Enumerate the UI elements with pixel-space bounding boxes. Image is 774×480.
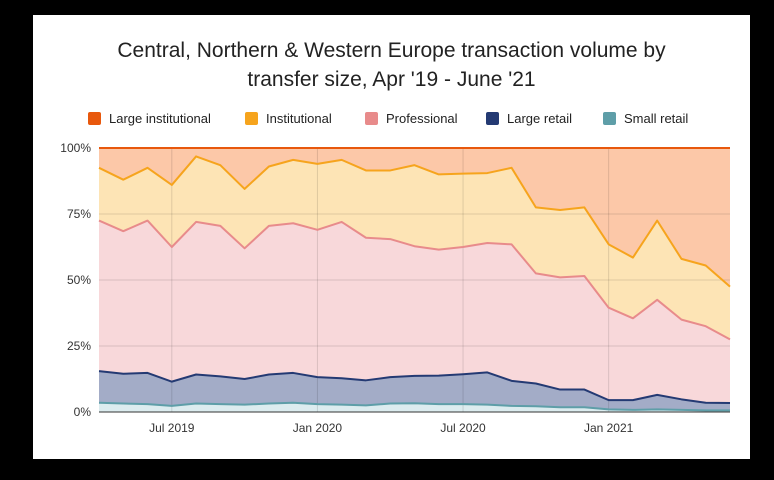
legend-swatch-small-retail: [603, 111, 616, 125]
y-tick-label: 100%: [60, 141, 91, 155]
area-band-professional: [99, 220, 730, 404]
legend-item-large-retail[interactable]: Large retail: [486, 109, 572, 127]
y-tick-label: 50%: [67, 273, 91, 287]
series-line-large-retail: [98, 370, 731, 405]
legend-item-professional[interactable]: Professional: [365, 109, 458, 127]
y-tick-label: 0%: [74, 405, 92, 419]
area-band-large-retail: [99, 371, 730, 411]
legend-label-large-institutional: Large institutional: [109, 110, 211, 126]
chart-title-line-2: transfer size, Apr '19 - June '21: [247, 68, 536, 91]
y-tick-label: 25%: [67, 339, 91, 353]
legend-item-large-institutional[interactable]: Large institutional: [88, 109, 211, 127]
legend-label-small-retail: Small retail: [624, 110, 689, 126]
x-tick-label: Jan 2020: [293, 421, 343, 435]
area-band-large-institutional: [99, 148, 730, 287]
chart-title-line-1: Central, Northern & Western Europe trans…: [117, 39, 666, 62]
legend-swatch-institutional: [245, 111, 258, 125]
legend-swatch-professional: [365, 111, 378, 125]
x-tick-label: Jul 2020: [440, 421, 486, 435]
series-line-professional: [98, 219, 731, 341]
chart-legend: Large institutional Institutional Profes…: [33, 109, 750, 127]
legend-label-institutional: Institutional: [266, 110, 332, 126]
x-tick-label: Jul 2019: [149, 421, 195, 435]
legend-label-professional: Professional: [386, 110, 458, 126]
legend-item-small-retail[interactable]: Small retail: [603, 109, 688, 127]
legend-item-institutional[interactable]: Institutional: [245, 109, 332, 127]
chart-plot: 0% 25% 50% 75% 100% Jul 2019 Jan 2020 Jul 2020 J…: [60, 141, 731, 435]
area-band-institutional: [99, 156, 730, 340]
legend-label-large-retail: Large retail: [507, 110, 573, 126]
x-tick-label: Jan 2021: [584, 421, 634, 435]
legend-swatch-large-retail: [486, 111, 499, 125]
legend-swatch-large-institutional: [88, 111, 101, 125]
series-line-institutional: [98, 155, 731, 288]
y-tick-label: 75%: [67, 207, 91, 221]
series-line-small-retail: [98, 401, 730, 412]
chart-card: Central, Northern & Western Europe trans…: [33, 15, 750, 459]
